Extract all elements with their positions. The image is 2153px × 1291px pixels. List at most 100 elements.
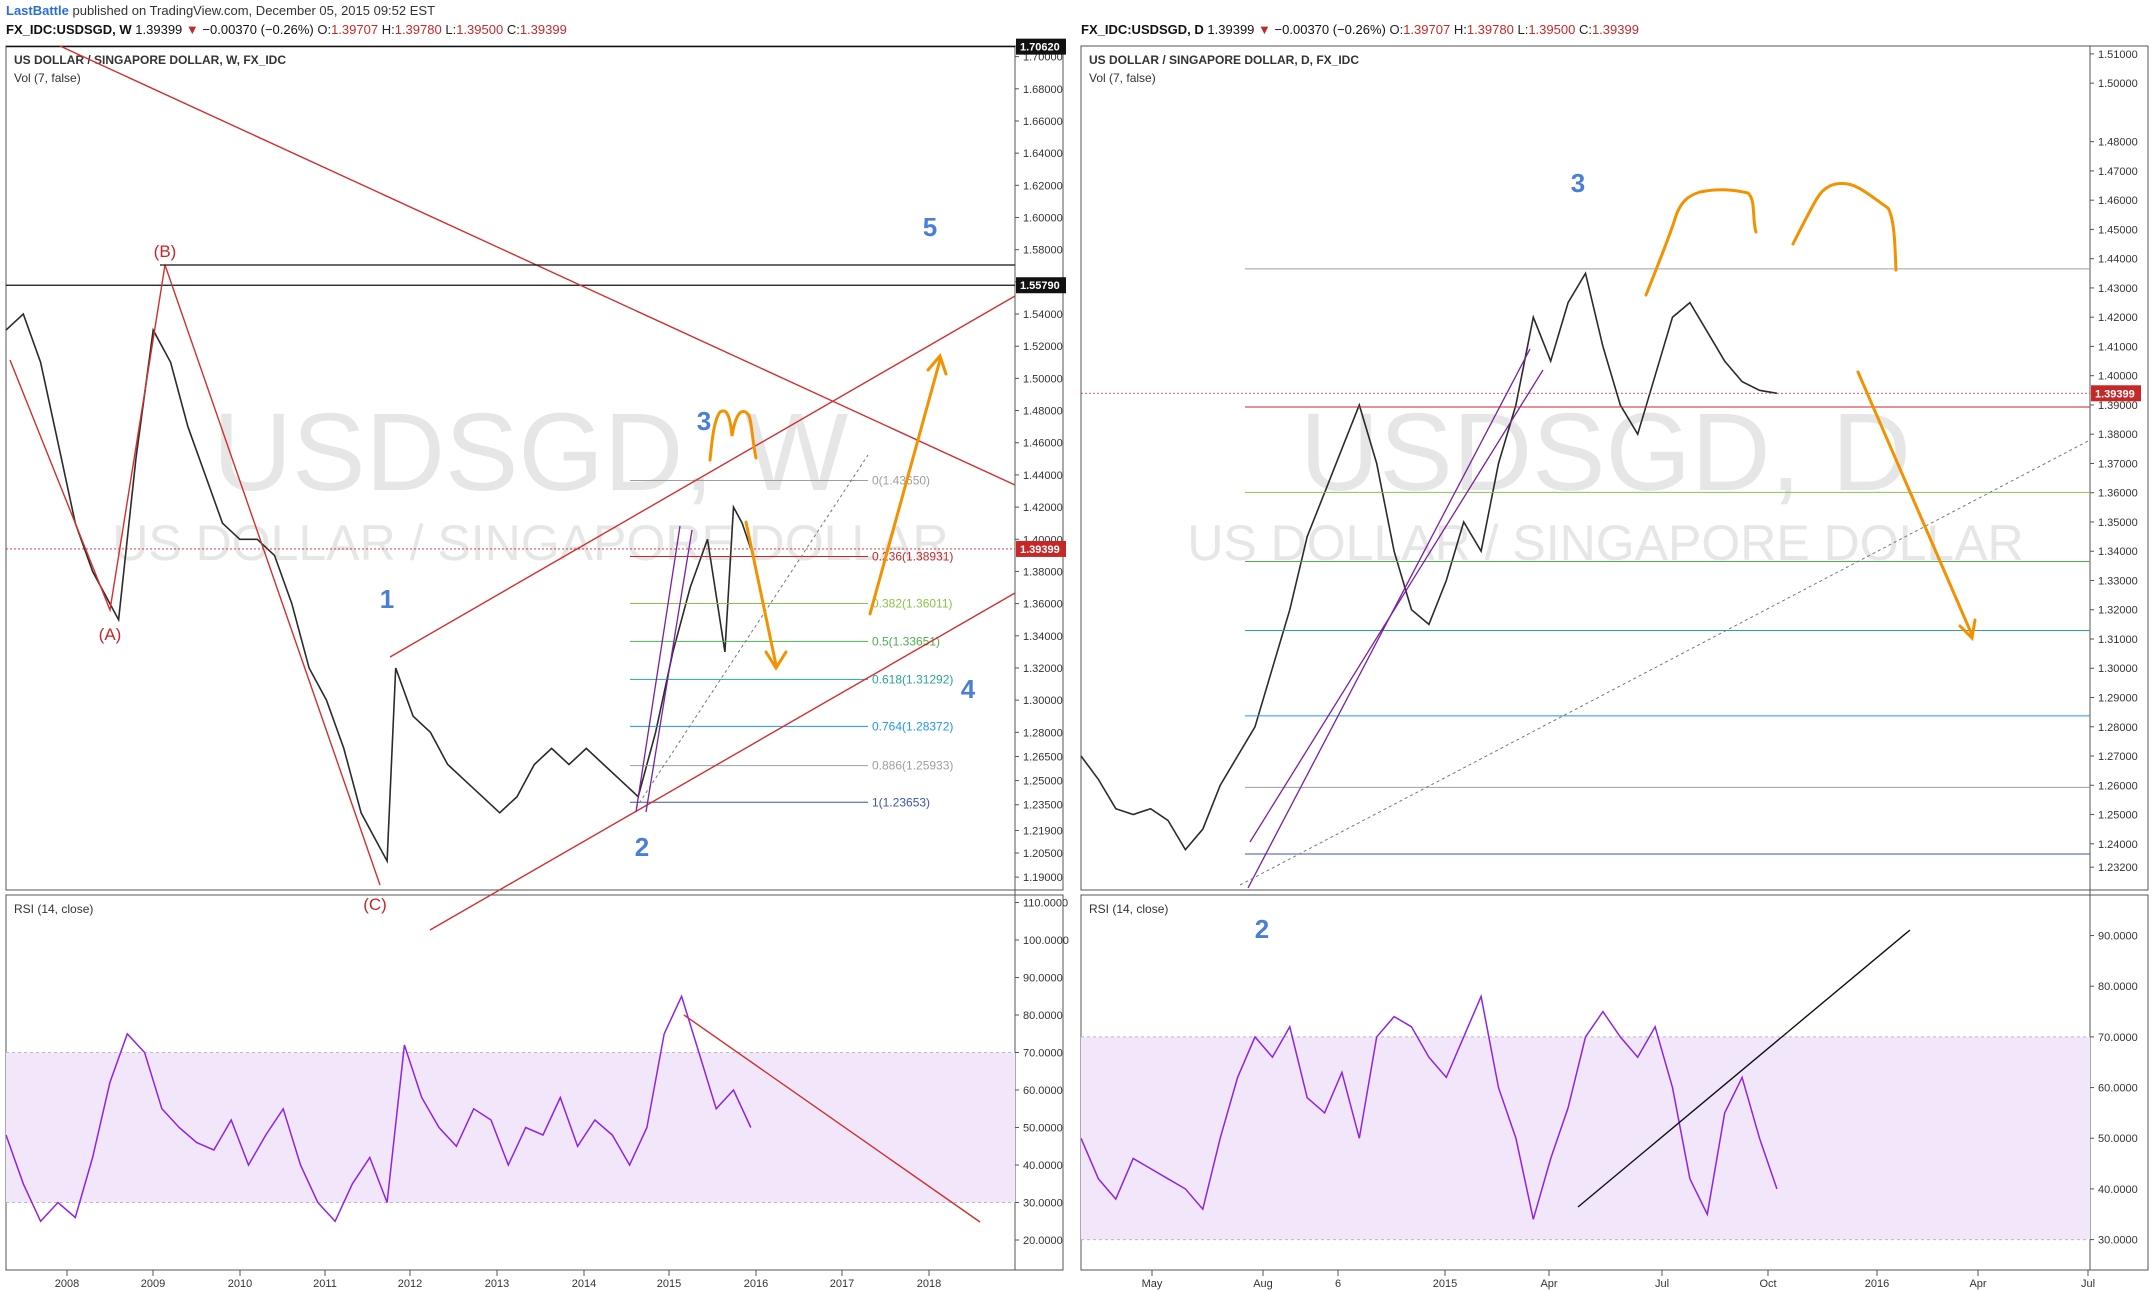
right-y-tick-label: 1.24000 xyxy=(2098,839,2138,851)
right-down-projection-arrow xyxy=(1856,370,1974,637)
right-x-tick-label: Jul xyxy=(2081,1278,2095,1290)
left-y-tick-label: 1.20500 xyxy=(1023,848,1063,860)
right-y-tick-label: 1.23200 xyxy=(2098,862,2138,874)
right-price-series-line xyxy=(1080,271,1778,851)
right-y-tick-label: 1.29000 xyxy=(2098,693,2138,705)
left-purple-channel-line xyxy=(645,529,693,813)
right-y-tick-label: 1.31000 xyxy=(2098,634,2138,646)
left-up-arrowhead xyxy=(926,353,948,376)
left-y-tick-label: 1.60000 xyxy=(1023,213,1063,225)
left-upper-channel-line xyxy=(389,295,1016,658)
left-y-tick-label: 1.28000 xyxy=(1023,727,1063,739)
right-y-tick-label: 1.38000 xyxy=(2098,429,2138,441)
right-x-tick-label: Aug xyxy=(1253,1278,1273,1290)
left-wave-label-5: 5 xyxy=(923,212,937,242)
right-rsi-tick-label: 90.0000 xyxy=(2098,931,2138,943)
right-head-shoulders-right xyxy=(1791,182,1898,272)
right-watermark-symbol: USDSGD, D xyxy=(1300,391,1911,514)
left-wave-label-a: (A) xyxy=(99,625,122,644)
left-low: 1.39500 xyxy=(456,22,504,37)
left-rsi-label: RSI (14, close) xyxy=(14,902,93,916)
left-rsi-tick-label: 80.0000 xyxy=(1023,1010,1063,1022)
right-close: 1.39399 xyxy=(1591,22,1639,37)
left-y-tick-label: 1.50000 xyxy=(1023,373,1063,385)
left-watermark-symbol: USDSGD, W xyxy=(213,391,849,514)
left-abc-wave-line xyxy=(9,264,381,886)
left-price-tag-label: 1.55790 xyxy=(1020,280,1060,292)
left-change: −0.00370 (−0.26%) xyxy=(202,22,314,37)
left-fib-label: 0.5(1.33651) xyxy=(872,634,940,648)
left-y-tick-label: 1.52000 xyxy=(1023,341,1063,353)
right-main-frame xyxy=(1080,45,2149,891)
left-rsi-tick-label: 30.0000 xyxy=(1023,1198,1063,1210)
right-volume-label: Vol (7, false) xyxy=(1089,71,1156,85)
right-y-tick-label: 1.50000 xyxy=(2098,78,2138,90)
left-dotted-trend-line xyxy=(635,454,869,809)
right-y-tick-label: 1.36000 xyxy=(2098,488,2138,500)
left-fib-label: 0.236(1.38931) xyxy=(872,549,953,563)
left-head-shoulders-outline xyxy=(708,409,758,462)
left-chart-panel: USDSGD, WUS DOLLAR / SINGAPORE DOLLAR US … xyxy=(5,38,1069,1290)
left-y-tick-label: 1.26500 xyxy=(1023,751,1063,763)
left-rsi-tick-label: 60.0000 xyxy=(1023,1085,1063,1097)
left-main-frame xyxy=(5,45,1064,891)
left-fib-label: 1(1.23653) xyxy=(872,795,930,809)
right-rsi-tick-label: 60.0000 xyxy=(2098,1083,2138,1095)
left-volume-label: Vol (7, false) xyxy=(14,71,81,85)
left-close: 1.39399 xyxy=(519,22,567,37)
left-x-tick-label: 2010 xyxy=(228,1278,252,1290)
right-y-tick-label: 1.35000 xyxy=(2098,517,2138,529)
right-low: 1.39500 xyxy=(1528,22,1576,37)
right-y-tick-label: 1.46000 xyxy=(2098,195,2138,207)
left-price-tag-box xyxy=(1016,38,1066,55)
left-x-tick-label: 2012 xyxy=(398,1278,422,1290)
left-rsi-tick-label: 20.0000 xyxy=(1023,1235,1063,1247)
left-y-tick-label: 1.21900 xyxy=(1023,825,1063,837)
right-symbol: FX_IDC:USDSGD, D xyxy=(1081,22,1204,37)
right-open: 1.39707 xyxy=(1403,22,1451,37)
left-y-tick-label: 1.23500 xyxy=(1023,800,1063,812)
left-y-tick-label: 1.34000 xyxy=(1023,631,1063,643)
right-high: 1.39780 xyxy=(1466,22,1514,37)
left-wave-label-3: 3 xyxy=(697,406,711,436)
left-wave-label-2: 2 xyxy=(635,832,649,862)
right-rsi-tick-label: 50.0000 xyxy=(2098,1133,2138,1145)
right-down-arrowhead xyxy=(1958,618,1977,642)
right-rsi-tick-label: 30.0000 xyxy=(2098,1235,2138,1247)
left-price-tag-label: 1.70620 xyxy=(1020,42,1060,54)
left-wave-label-4: 4 xyxy=(961,674,976,704)
left-down-projection-arrow xyxy=(744,520,778,667)
left-price: 1.39399 xyxy=(135,22,183,37)
left-y-tick-label: 1.42000 xyxy=(1023,502,1063,514)
left-y-tick-label: 1.62000 xyxy=(1023,180,1063,192)
right-y-tick-label: 1.48000 xyxy=(2098,137,2138,149)
left-x-tick-label: 2013 xyxy=(485,1278,509,1290)
left-y-tick-label: 1.54000 xyxy=(1023,309,1063,321)
right-change: −0.00370 (−0.26%) xyxy=(1274,22,1386,37)
right-x-tick-label: Apr xyxy=(1540,1278,1557,1290)
left-fib-label: 0(1.43650) xyxy=(872,474,930,488)
left-high: 1.39780 xyxy=(394,22,442,37)
right-y-tick-label: 1.32000 xyxy=(2098,605,2138,617)
author-link[interactable]: LastBattle xyxy=(6,3,69,18)
right-y-tick-label: 1.42000 xyxy=(2098,312,2138,324)
right-rsi-trend-line xyxy=(1577,929,1911,1208)
right-rsi-tick-label: 80.0000 xyxy=(2098,981,2138,993)
left-symbol-header: FX_IDC:USDSGD, W 1.39399 ▼ −0.00370 (−0.… xyxy=(6,22,567,37)
left-y-tick-label: 1.48000 xyxy=(1023,406,1063,418)
left-y-tick-label: 1.66000 xyxy=(1023,116,1063,128)
right-y-tick-label: 1.30000 xyxy=(2098,663,2138,675)
right-rsi-label: RSI (14, close) xyxy=(1089,902,1168,916)
right-rsi-line xyxy=(1080,993,1778,1220)
right-x-tick-label: May xyxy=(1142,1278,1163,1290)
left-x-tick-label: 2017 xyxy=(830,1278,854,1290)
left-y-tick-label: 1.19000 xyxy=(1023,872,1063,884)
right-price-tag-label: 1.39399 xyxy=(2095,388,2135,400)
left-y-tick-label: 1.46000 xyxy=(1023,438,1063,450)
left-symbol: FX_IDC:USDSGD, W xyxy=(6,22,132,37)
right-rsi-tick-label: 70.0000 xyxy=(2098,1032,2138,1044)
left-down-arrowhead xyxy=(764,650,788,671)
left-y-tick-label: 1.25000 xyxy=(1023,776,1063,788)
down-arrow-icon: ▼ xyxy=(185,22,199,37)
